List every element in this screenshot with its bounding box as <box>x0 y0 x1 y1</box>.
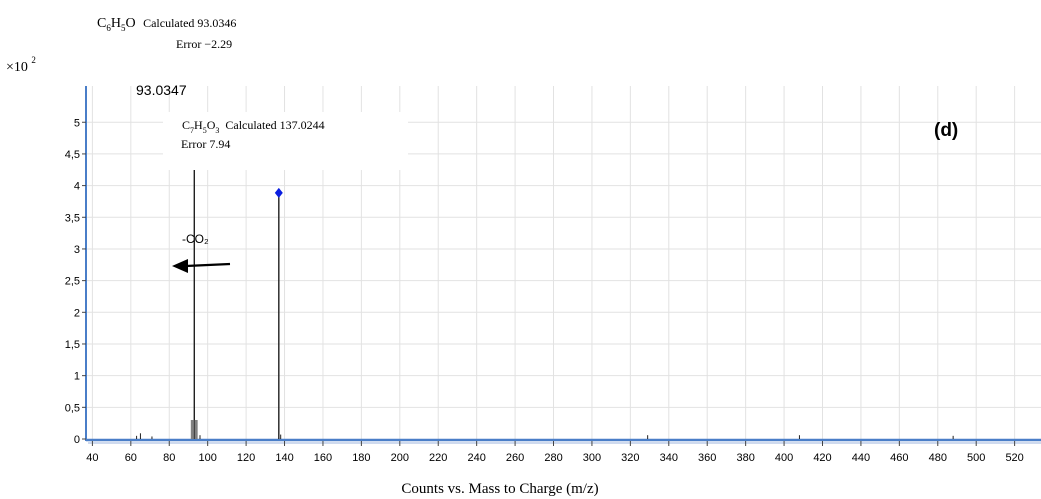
x-tick-label: 500 <box>967 452 985 464</box>
peak-label-93: 93.0347 <box>136 82 187 98</box>
top-annotation-formula: C6​H5​O Calculated 93.0346 <box>97 16 236 33</box>
x-axis-ticks: 40 60 80 100 120 140 160 180 200 220 240 260 280 300 3… <box>86 441 1024 464</box>
x-tick-label: 420 <box>813 452 831 464</box>
x-tick-label: 40 <box>86 452 98 464</box>
x-tick-label: 380 <box>736 452 754 464</box>
annotation-box <box>163 112 408 170</box>
x-tick-label: 60 <box>125 452 137 464</box>
x-tick-label: 320 <box>621 452 639 464</box>
x-tick-label: 200 <box>391 452 409 464</box>
x-tick-label: 340 <box>660 452 678 464</box>
x-tick-label: 300 <box>583 452 601 464</box>
y-tick-label: 4 <box>74 181 80 193</box>
x-tick-label: 520 <box>1005 452 1023 464</box>
y-tick-label: 4,5 <box>65 149 80 161</box>
x-tick-label: 160 <box>314 452 332 464</box>
panel-label: (d) <box>934 120 958 141</box>
x-tick-label: 80 <box>163 452 175 464</box>
x-axis-title: Counts vs. Mass to Charge (m/z) <box>401 481 598 497</box>
y-multiplier: ×10 2 <box>6 55 36 75</box>
y-tick-label: 1,5 <box>65 339 80 351</box>
x-tick-label: 400 <box>775 452 793 464</box>
x-tick-label: 120 <box>237 452 255 464</box>
x-tick-label: 180 <box>352 452 370 464</box>
x-tick-label: 360 <box>698 452 716 464</box>
x-tick-label: 280 <box>544 452 562 464</box>
y-axis-ticks: 0 0,5 1 1,5 2 2,5 3 3,5 4 4,5 5 <box>65 117 86 446</box>
y-tick-label: 2 <box>74 307 80 319</box>
peak-bar <box>194 419 198 439</box>
x-tick-label: 460 <box>890 452 908 464</box>
peak-bar <box>190 419 194 439</box>
x-tick-label: 240 <box>467 452 485 464</box>
y-tick-label: 0 <box>74 434 80 446</box>
box-annotation-error: Error 7.94 <box>181 137 230 151</box>
box-annotation-formula: C7​H5​O3​ Calculated 137.0244 <box>182 118 325 135</box>
loss-arrow <box>185 262 231 268</box>
y-tick-label: 0,5 <box>65 402 80 414</box>
peak-marker-diamond <box>274 187 283 198</box>
x-tick-label: 260 <box>506 452 524 464</box>
y-tick-label: 3,5 <box>65 212 80 224</box>
top-annotation-error: Error −2.29 <box>176 37 232 51</box>
x-tick-label: 480 <box>929 452 947 464</box>
x-tick-label: 440 <box>852 452 870 464</box>
y-tick-label: 1 <box>74 371 80 383</box>
grid-lines <box>86 86 1041 439</box>
axes <box>85 86 1041 444</box>
y-tick-label: 5 <box>74 117 80 129</box>
y-tick-label: 2,5 <box>65 276 80 288</box>
x-tick-label: 140 <box>275 452 293 464</box>
y-tick-label: 3 <box>74 244 80 256</box>
loss-arrow-head <box>172 259 188 273</box>
x-tick-label: 100 <box>198 452 216 464</box>
x-tick-label: 220 <box>429 452 447 464</box>
arrow-label: -CO₂ <box>182 232 209 246</box>
